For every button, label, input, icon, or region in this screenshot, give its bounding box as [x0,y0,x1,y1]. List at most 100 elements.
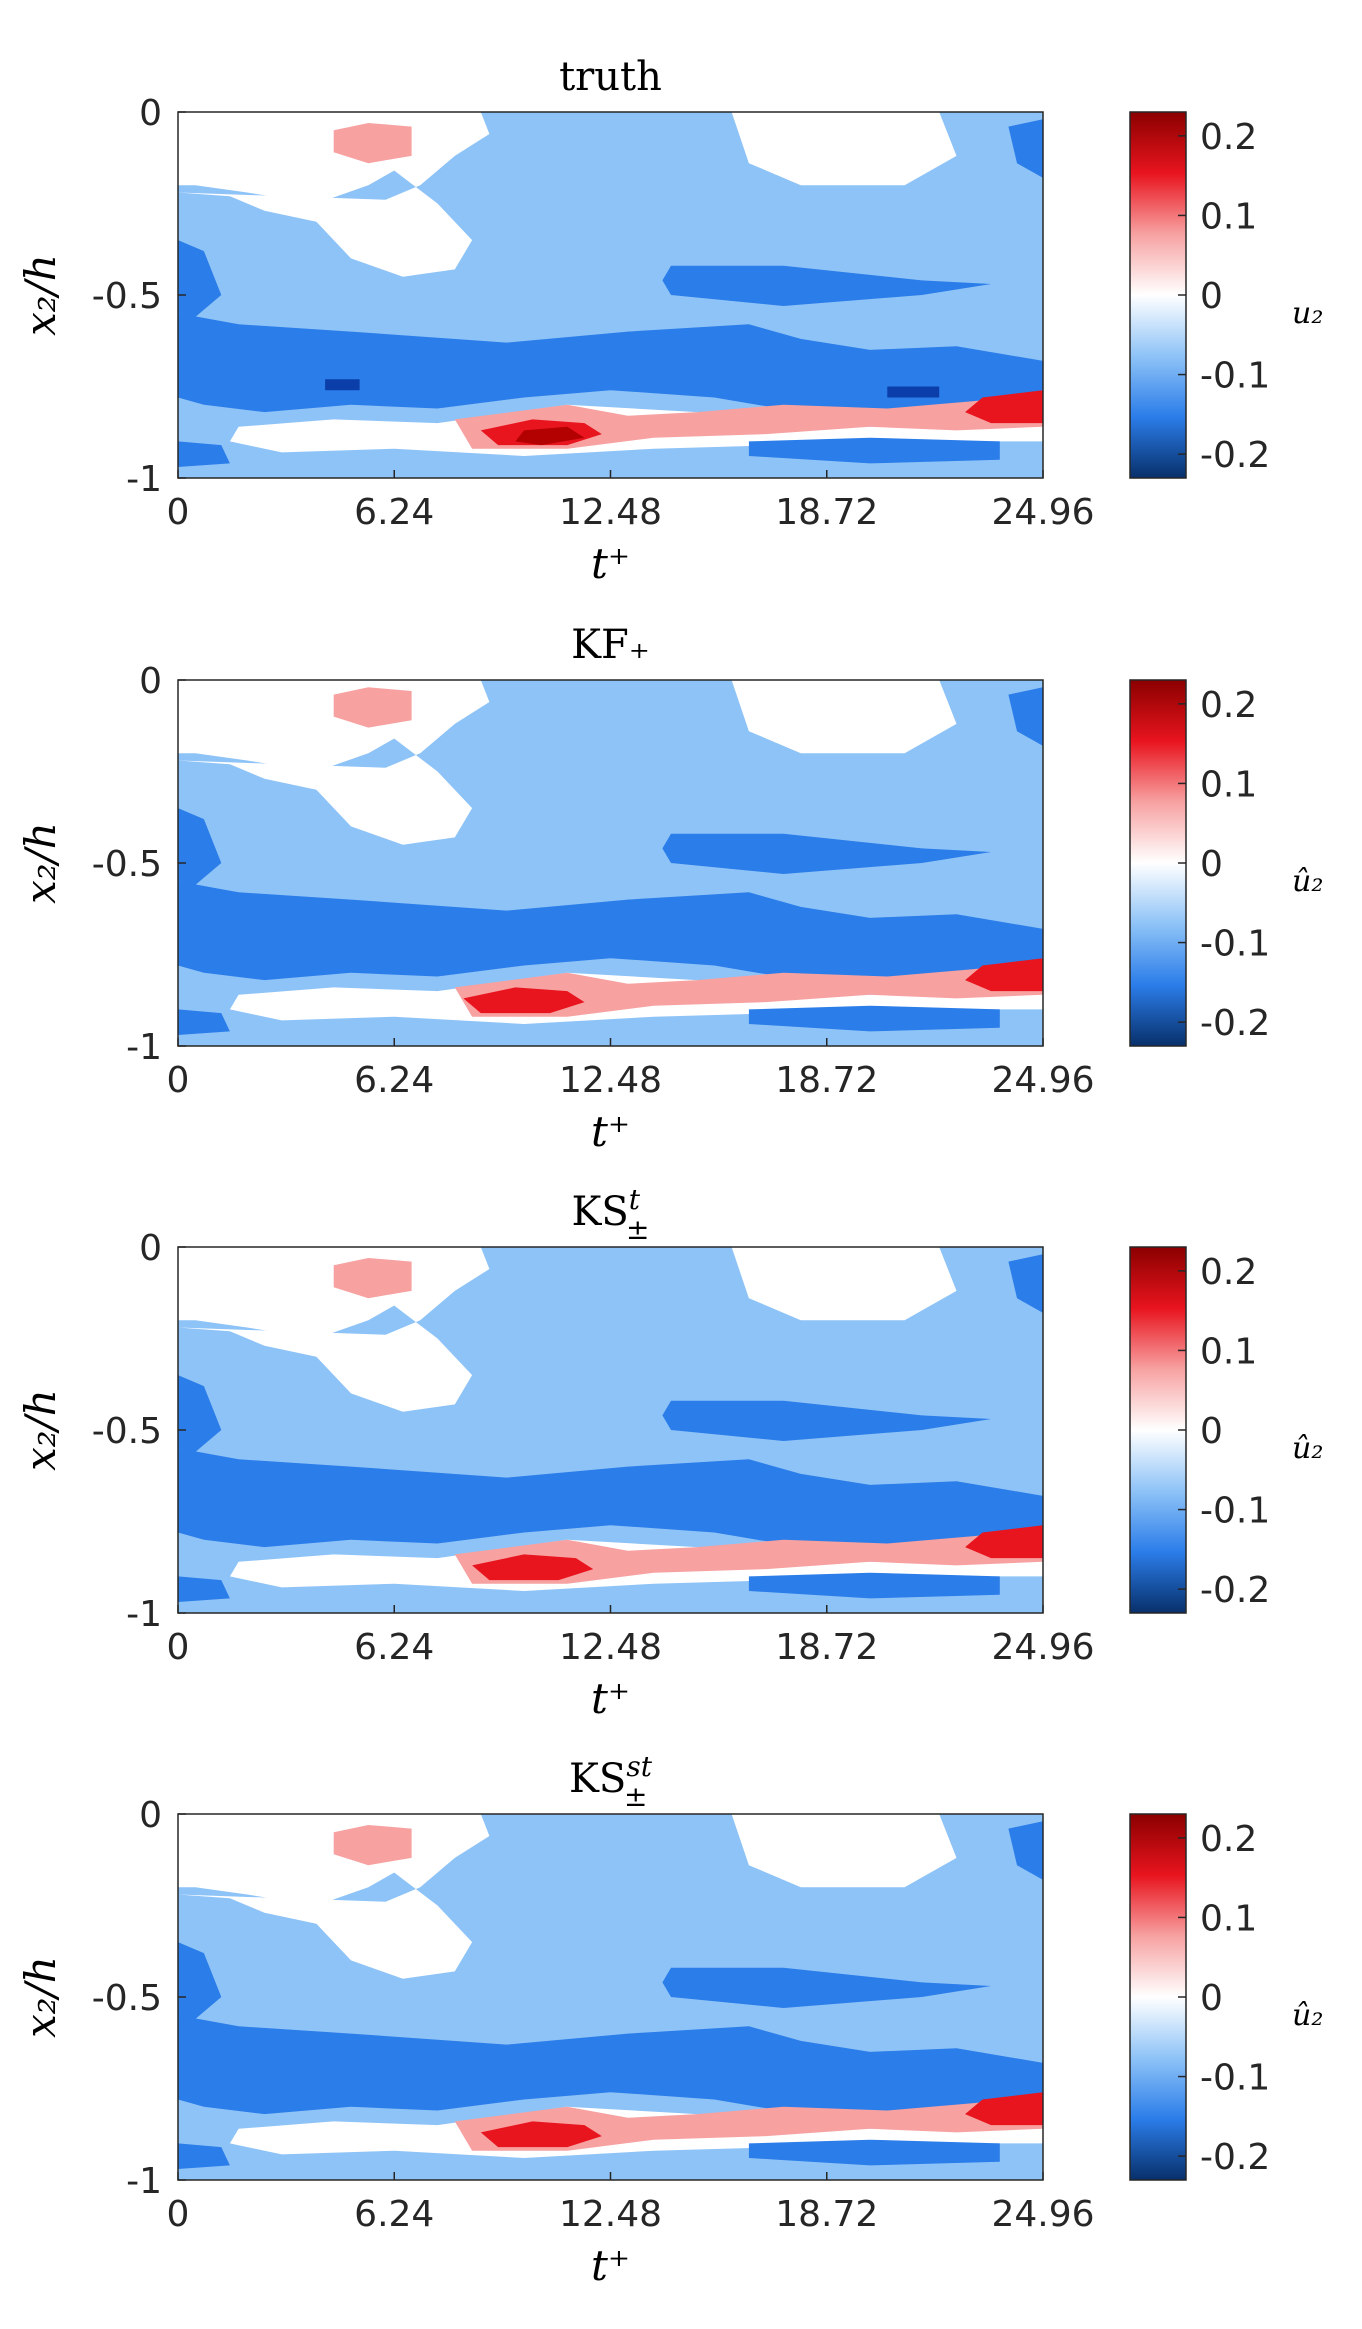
contour-region [480,2121,602,2148]
colorbar-label: u₂ [1292,296,1323,331]
colorbar [1129,111,1187,479]
contour-fill [178,1814,1043,2169]
x-tick-label: 12.48 [559,492,662,533]
colorbar-tick-label: -0.1 [1200,2058,1270,2099]
colorbar-tick-label: -0.1 [1200,1491,1270,1532]
contour-region [178,1942,222,2019]
colorbar [1129,679,1187,1047]
contour-region [178,808,222,885]
contour-region [748,437,1000,464]
colorbar-tick-label: -0.2 [1200,435,1270,476]
x-tick-label: 24.96 [991,1060,1094,1101]
contour-region [454,961,1043,1017]
x-tick-label: 6.24 [354,2194,434,2235]
x-tick-label: 24.96 [991,1627,1094,1668]
chart-title-text: KS [571,1189,628,1235]
y-tick-label: -0.5 [92,844,162,885]
panel-2: 0 6.24 12.48 18.72 24.96 0 -0.5 -1 KF₊ t⁺ x₂/h 0.2 0… [16,622,1323,1156]
colorbar-tick-label: 0.2 [1200,1252,1257,1293]
chart-title: truth [559,54,662,100]
contour-region [333,1258,412,1299]
colorbar-tick-label: -0.2 [1200,2137,1270,2178]
y-tick-label: 0 [139,1795,162,1836]
contour-region [454,393,1043,449]
contour-fill [178,112,1043,467]
contour-region [178,240,222,317]
colorbar-tick-label: -0.1 [1200,924,1270,965]
x-axis-label: t⁺ [591,1674,630,1723]
chart-title-text: truth [559,54,662,100]
contour-region [965,390,1043,424]
contour-region [178,1576,230,1602]
colorbar [1129,1813,1187,2181]
y-tick-label: 0 [139,661,162,702]
y-tick-label: -1 [126,2161,162,2202]
contour-region [454,1528,1043,1584]
chart-title-text: KF₊ [571,622,650,668]
contour-region [965,1525,1043,1559]
panel-4: 0 6.24 12.48 18.72 24.96 0 -0.5 -1 KSst ± t⁺ x₂/h 0.… [16,1750,1323,2290]
chart-title: KF₊ [571,622,650,668]
colorbar-tick-label: 0 [1200,276,1223,317]
y-tick-label: -0.5 [92,1411,162,1452]
chart-title-subscript: ± [624,1780,647,1813]
x-axis-label: t⁺ [591,1107,630,1156]
contour-region [178,2143,230,2169]
contour-region [1008,119,1043,178]
contour-fill [178,680,1043,1035]
x-tick-label: 18.72 [775,2194,878,2235]
y-tick-label: 0 [139,93,162,134]
contour-region [178,1009,230,1035]
colorbar-tick-label: 0.1 [1200,196,1257,237]
colorbar-tick-label: 0.1 [1200,764,1257,805]
y-tick-label: -0.5 [92,276,162,317]
x-tick-label: 12.48 [559,1060,662,1101]
contour-region [1008,1254,1043,1313]
x-tick-label: 12.48 [559,1627,662,1668]
contour-region [454,2095,1043,2151]
chart-title-superscript: st [626,1750,652,1783]
y-tick-label: 0 [139,1228,162,1269]
colorbar-tick-label: 0.1 [1200,1898,1257,1939]
y-axis-label: x₂/h [16,1389,65,1471]
x-tick-label: 0 [167,1060,190,1101]
y-tick-label: -1 [126,1594,162,1635]
chart-title-superscript: t [629,1183,641,1216]
chart-title-text: KS [569,1756,626,1802]
colorbar-label: û₂ [1292,1998,1323,2033]
contour-region [333,1825,412,1866]
x-tick-label: 12.48 [559,2194,662,2235]
contour-region [662,833,992,874]
contour-fill [178,1247,1043,1602]
contour-region [662,1967,992,2008]
x-tick-label: 6.24 [354,1627,434,1668]
contour-region [325,379,360,391]
x-tick-label: 18.72 [775,492,878,533]
colorbar [1129,1246,1187,1614]
contour-region [748,1572,1000,1599]
contour-region [748,2139,1000,2166]
contour-region [178,1375,222,1452]
contour-region [965,2092,1043,2126]
contour-region [1008,1821,1043,1880]
colorbar-label: û₂ [1292,1431,1323,1466]
y-tick-label: -1 [126,1027,162,1068]
contour-region [472,1554,594,1581]
contour-region [1008,687,1043,746]
x-tick-label: 6.24 [354,1060,434,1101]
colorbar-tick-label: 0.2 [1200,685,1257,726]
contour-region [178,881,1043,988]
x-tick-label: 0 [167,2194,190,2235]
colorbar-tick-label: 0 [1200,1411,1223,1452]
contour-region [965,958,1043,992]
contour-region [662,265,992,306]
y-axis-label: x₂/h [16,254,65,336]
contour-region [748,1005,1000,1032]
x-tick-label: 0 [167,1627,190,1668]
x-tick-label: 6.24 [354,492,434,533]
contour-region [861,921,957,973]
contour-region [662,1400,992,1441]
contour-region [731,1814,957,1888]
x-axis-label: t⁺ [591,539,630,588]
